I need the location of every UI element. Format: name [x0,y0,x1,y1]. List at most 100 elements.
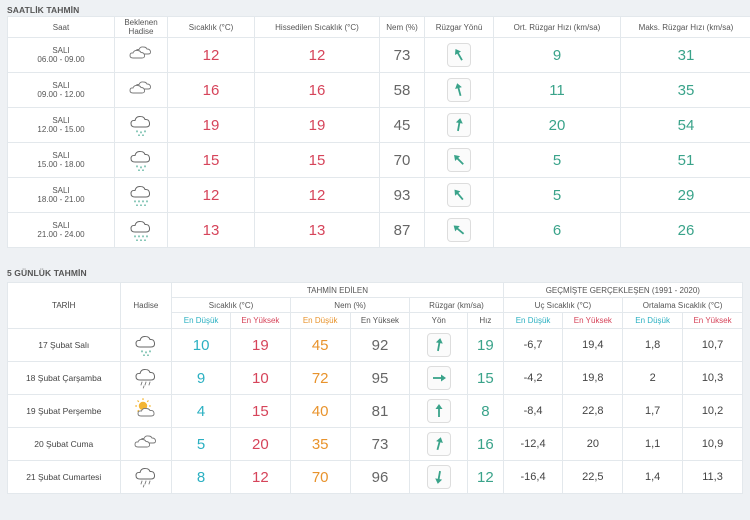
weather-cell [115,143,167,177]
temperature: 16 [168,73,254,107]
cloudy-icon [133,429,159,460]
extreme-min: -12,4 [503,428,563,460]
avg-temp-min: 1,8 [623,329,683,361]
forecast-date: 20 Şubat Cuma [8,428,120,460]
max-wind-speed: 31 [621,38,750,72]
temp-min: 10 [172,329,230,361]
max-wind-speed: 35 [621,73,750,107]
weather-cell [120,329,172,361]
temp-max: 12 [230,461,290,493]
rain-icon [133,330,159,361]
rain-icon [128,110,154,141]
time-range: 21.00 - 24.00 [37,230,85,239]
avg-temp-max: 10,9 [683,428,742,460]
wind-speed: 12 [468,461,503,493]
wind-direction-cell [425,143,493,177]
avg-temp-min: 1,7 [623,395,683,427]
time-range: 09.00 - 12.00 [37,90,85,99]
wind-direction-cell [410,329,468,361]
cloudy-icon [128,75,154,106]
avg-wind-speed: 6 [494,213,620,247]
wind-direction-arrow-icon [426,366,451,390]
temperature: 12 [168,178,254,212]
weather-cell [115,108,167,142]
forecast-date: 21 Şubat Cumartesi [8,461,120,493]
wind-speed: 8 [468,395,503,427]
avg-temp-min: 1,1 [623,428,683,460]
avg-temp-min: 1,4 [623,461,683,493]
wind-speed: 19 [468,329,503,361]
hourly-row: SALI 15.00 - 18.00 15 15 70 5 51 [8,143,750,177]
temp-min: 8 [172,461,230,493]
humidity: 87 [380,213,424,247]
extreme-min: -4,2 [503,362,563,394]
header-forecast-group: TAHMİN EDİLEN [172,283,503,297]
daily-row: 17 Şubat Salı 10 19 45 92 19 -6,7 19,4 1,8 10,7 [8,329,742,361]
wind-direction-arrow-icon [426,432,451,456]
hourly-forecast-table: Saat Beklenen Hadise Sıcaklık (°C) Hisse… [7,16,750,248]
header-temp-max: En Yüksek [230,313,290,328]
weather-cell [120,395,172,427]
header-temperature: Sıcaklık (°C) [168,17,254,37]
wind-direction-arrow-icon [447,78,471,102]
header-temp-group: Sıcaklık (°C) [172,298,290,312]
daily-forecast-table: TARİH Hadise TAHMİN EDİLEN GEÇMİŞTE GERÇ… [7,282,743,494]
forecast-date: 17 Şubat Salı [8,329,120,361]
header-ext-min: En Düşük [503,313,563,328]
header-extreme-group: Uç Sıcaklık (°C) [503,298,623,312]
day-label: SALI [52,151,70,160]
extreme-max: 20 [563,428,623,460]
extreme-max: 19,4 [563,329,623,361]
wind-direction-arrow-icon [426,465,451,489]
avg-temp-max: 11,3 [683,461,742,493]
weather-cell [120,428,172,460]
daily-row: 19 Şubat Perşembe 4 15 40 81 8 -8,4 22,8 1,7 10,2 [8,395,742,427]
cloud-rain-icon [133,363,159,394]
header-humidity: Nem (%) [380,17,424,37]
header-temp-min: En Düşük [172,313,230,328]
avg-temp-max: 10,7 [683,329,742,361]
max-wind-speed: 51 [621,143,750,177]
wind-direction-cell [410,362,468,394]
header-hum-min: En Düşük [290,313,350,328]
avg-wind-speed: 9 [494,38,620,72]
weather-cell [120,362,172,394]
humidity: 93 [380,178,424,212]
max-wind-speed: 54 [621,108,750,142]
wind-direction-arrow-icon [447,183,471,207]
extreme-min: -16,4 [503,461,563,493]
heavy-rain-icon [128,215,154,246]
time-range: 06.00 - 09.00 [37,55,85,64]
feels-like-temperature: 12 [255,178,379,212]
avg-wind-speed: 11 [494,73,620,107]
temperature: 15 [168,143,254,177]
temp-min: 9 [172,362,230,394]
temp-max: 19 [230,329,290,361]
humidity-min: 45 [290,329,350,361]
hourly-row: SALI 12.00 - 15.00 19 19 45 20 54 [8,108,750,142]
wind-direction-arrow-icon [447,43,471,67]
day-label: SALI [52,116,70,125]
header-wind-direction: Rüzgar Yönü [425,17,493,37]
time-slot: SALI 21.00 - 24.00 [8,213,114,247]
avg-wind-speed: 5 [494,143,620,177]
humidity-min: 70 [290,461,350,493]
extreme-max: 22,5 [563,461,623,493]
wind-direction-cell [425,108,493,142]
hourly-row: SALI 18.00 - 21.00 12 12 93 5 29 [8,178,750,212]
daily-forecast-title: 5 GÜNLÜK TAHMİN [7,268,87,278]
weather-cell [115,38,167,72]
humidity: 45 [380,108,424,142]
max-wind-speed: 29 [621,178,750,212]
wind-direction-cell [425,213,493,247]
time-slot: SALI 09.00 - 12.00 [8,73,114,107]
avg-temp-min: 2 [623,362,683,394]
cloud-rain-icon [133,462,159,493]
header-humidity-group: Nem (%) [290,298,410,312]
extreme-max: 22,8 [563,395,623,427]
header-wind-speed: Hız [468,313,503,328]
header-avg-min: En Düşük [623,313,683,328]
humidity-max: 95 [350,362,410,394]
humidity: 73 [380,38,424,72]
header-time: Saat [8,17,114,37]
